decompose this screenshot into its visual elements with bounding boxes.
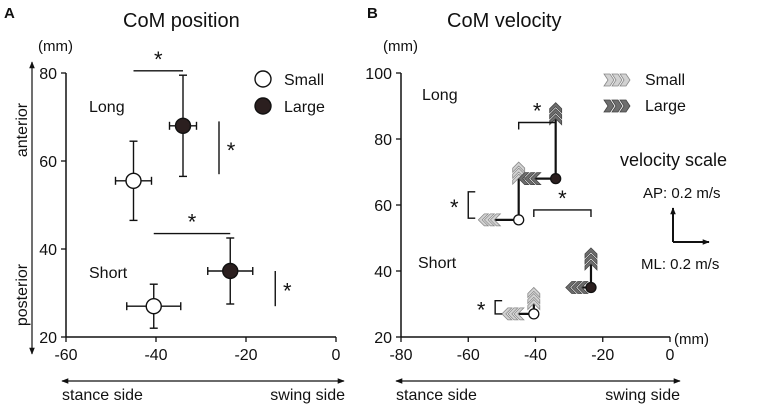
panel-b-short-small-origin-point — [528, 308, 540, 320]
panel-b-significance-bracket — [494, 300, 503, 315]
panel-b-y-tick-label: 20 — [374, 330, 392, 347]
panel-b-title: CoM velocity — [447, 10, 561, 32]
panel-a-legend-large-marker — [254, 97, 272, 115]
panel-a-significance-star: * — [154, 47, 163, 72]
panel-a-long-large-point — [174, 117, 192, 135]
panel-b-short-large-ml-arrowhead — [565, 281, 589, 294]
panel-a-y-tick-label: 80 — [39, 66, 57, 83]
panel-b-significance-star: * — [558, 186, 567, 211]
panel-b-significance-bracket — [467, 191, 476, 219]
panel-b-significance-star: * — [450, 195, 459, 220]
panel-b-legend-large-label: Large — [645, 98, 686, 115]
panel-a-x-tick-label: -20 — [234, 347, 257, 364]
panel-a-stance-side-label: stance side — [62, 387, 143, 404]
panel-a-significance-star: * — [227, 138, 236, 163]
velocity-scale-ap-label: AP: 0.2 m/s — [643, 185, 721, 202]
panel-a-legend-small-marker — [254, 70, 272, 88]
velocity-scale-title: velocity scale — [620, 150, 727, 170]
panel-a-short-label: Short — [89, 265, 128, 282]
panel-a-y-tick-label: 60 — [39, 154, 57, 171]
panel-b-x-tick-label: -40 — [524, 347, 547, 364]
panel-b-short-large-ap-arrowhead — [584, 247, 598, 271]
panel-b-long-large-origin-point — [550, 172, 562, 185]
panel-a-long-small-point — [125, 172, 142, 190]
panel-b-legend-large-marker — [603, 99, 631, 113]
panel-b-x-tick-label: -20 — [591, 347, 614, 364]
panel-a-y-tick-label: 40 — [39, 242, 57, 259]
panel-b-long-large-ap-arrowhead — [549, 102, 563, 126]
panel-b-short-label: Short — [418, 255, 457, 272]
panel-b-x-tick-label: -80 — [389, 347, 412, 364]
panel-b-significance-bracket — [533, 209, 592, 217]
panel-b-x-units-label: (mm) — [674, 331, 709, 348]
panel-b-legend-small-marker — [603, 73, 631, 87]
panel-b-short-small-ap-arrowhead — [527, 286, 541, 311]
panel-b-stance-side-label: stance side — [396, 387, 477, 404]
panel-b-y-tick-label: 80 — [374, 132, 392, 149]
panel-b: B CoM velocity (mm) (mm) 20 40 60 80 100 -80… — [365, 5, 727, 404]
panel-b-letter: B — [367, 5, 378, 22]
panel-a-title: CoM position — [123, 10, 240, 32]
panel-a-units-label: (mm) — [38, 38, 73, 55]
panel-a-x-tick-label: -60 — [54, 347, 77, 364]
panel-a-anterior-label: anterior — [14, 102, 31, 157]
panel-b-long-large-ml-arrowhead — [518, 172, 542, 185]
panel-b-vectors — [477, 102, 598, 321]
panel-a-posterior-label: posterior — [14, 263, 31, 326]
panel-a-x-tick-label: 0 — [332, 347, 341, 364]
panel-a-short-small-point — [145, 298, 162, 315]
panel-b-y-tick-label: 40 — [374, 264, 392, 281]
panel-a-significance-star: * — [283, 279, 292, 304]
panel-a-swing-side-label: swing side — [270, 387, 345, 404]
panel-a-legend-large-label: Large — [284, 99, 325, 116]
panel-b-long-small-origin-point — [513, 214, 525, 226]
panel-b-significance-star: * — [533, 99, 542, 124]
panel-b-legend-small-label: Small — [645, 72, 685, 89]
panel-b-y-ticks: 20 40 60 80 100 — [365, 66, 401, 347]
panel-b-significance-bracket — [517, 121, 557, 130]
panel-a-y-ticks: 20 40 60 80 — [39, 66, 66, 347]
panel-a-short-large-point — [222, 262, 239, 280]
panel-a-points — [114, 74, 254, 329]
panel-a-letter: A — [4, 5, 15, 22]
panel-b-x-ticks: -80 -60 -40 -20 0 — [389, 337, 675, 364]
panel-a-legend-small-label: Small — [284, 72, 324, 89]
panel-b-significance: * * * * — [450, 99, 592, 322]
panel-b-y-tick-label: 60 — [374, 198, 392, 215]
panel-b-swing-side-label: swing side — [605, 387, 680, 404]
panel-b-significance-star: * — [477, 297, 486, 322]
panel-a-x-ticks: -60 -40 -20 0 — [54, 337, 341, 364]
panel-a-long-label: Long — [89, 99, 125, 116]
panel-b-short-large-origin-point — [585, 281, 597, 294]
panel-b-units-label: (mm) — [383, 38, 418, 55]
panel-b-short-small-ml-arrowhead — [501, 307, 525, 321]
panel-b-long-small-ml-arrowhead — [477, 213, 502, 227]
panel-a-significance-star: * — [188, 210, 197, 235]
panel-a-significance: * * * * — [133, 47, 292, 307]
panel-b-x-tick-label: -60 — [457, 347, 480, 364]
panel-b-x-tick-label: 0 — [666, 347, 675, 364]
panel-b-long-label: Long — [422, 87, 458, 104]
panel-a-y-tick-label: 20 — [39, 330, 57, 347]
panel-b-y-tick-label: 100 — [365, 66, 392, 83]
velocity-scale-ml-label: ML: 0.2 m/s — [641, 256, 719, 273]
panel-a-x-tick-label: -40 — [144, 347, 167, 364]
